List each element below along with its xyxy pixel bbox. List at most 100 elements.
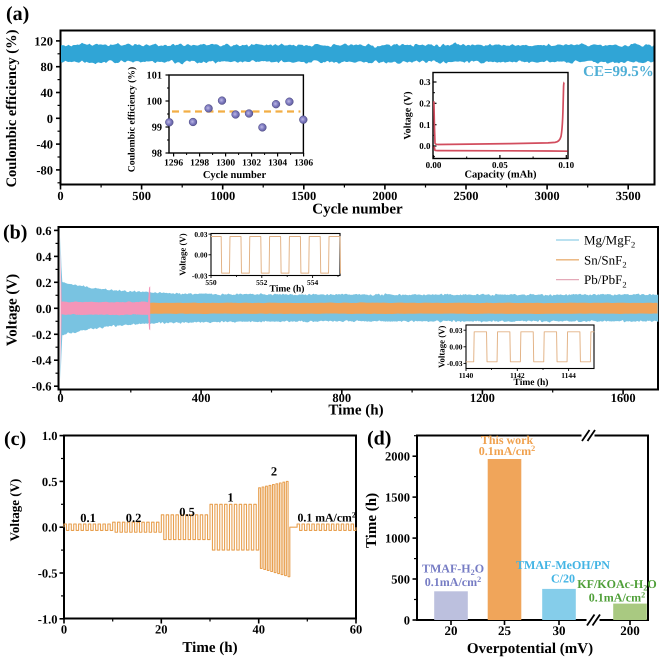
svg-text:1: 1 <box>227 491 233 505</box>
svg-text:0.0: 0.0 <box>36 302 52 316</box>
svg-text:120: 120 <box>34 34 53 48</box>
svg-text:2000: 2000 <box>385 450 410 464</box>
svg-text:-0.2: -0.2 <box>32 328 52 342</box>
svg-text:CE=99.5%: CE=99.5% <box>583 64 654 80</box>
svg-text:1306: 1306 <box>294 159 313 169</box>
svg-text:400: 400 <box>192 391 211 405</box>
svg-text:3500: 3500 <box>616 189 641 203</box>
svg-text:-0.03: -0.03 <box>192 271 208 280</box>
svg-text:Time (h): Time (h) <box>514 378 549 388</box>
svg-text:1.0: 1.0 <box>42 429 58 443</box>
svg-text:800: 800 <box>332 391 351 405</box>
svg-text:1200: 1200 <box>470 391 495 405</box>
svg-text:0.10: 0.10 <box>558 160 574 170</box>
svg-text:2: 2 <box>271 465 277 479</box>
svg-text:Overpotential (mV): Overpotential (mV) <box>467 641 593 657</box>
svg-text:Voltage (V): Voltage (V) <box>7 479 22 542</box>
svg-text:Voltage (V): Voltage (V) <box>178 233 188 275</box>
svg-text:80: 80 <box>41 60 54 74</box>
svg-text:1140: 1140 <box>459 371 474 380</box>
svg-text:60: 60 <box>350 623 363 637</box>
svg-text:Coulombic efficiency (%): Coulombic efficiency (%) <box>127 67 138 172</box>
svg-text:200: 200 <box>620 623 640 638</box>
svg-text:99: 99 <box>152 123 162 134</box>
svg-text:Pb/PbF2: Pb/PbF2 <box>584 272 627 289</box>
svg-text:0.2: 0.2 <box>419 99 431 109</box>
svg-text:98: 98 <box>152 149 162 160</box>
svg-text:0: 0 <box>57 189 63 203</box>
svg-text:2000: 2000 <box>372 189 397 203</box>
svg-text:0.1mA/cm2: 0.1mA/cm2 <box>425 575 481 589</box>
svg-text:2500: 2500 <box>454 189 479 203</box>
svg-text:0.1: 0.1 <box>419 120 431 130</box>
svg-text:Capacity (mAh): Capacity (mAh) <box>464 170 537 181</box>
svg-text:(c): (c) <box>4 428 26 450</box>
svg-text:(b): (b) <box>3 222 27 244</box>
svg-text:0.6: 0.6 <box>36 224 52 238</box>
svg-text:0: 0 <box>61 623 67 637</box>
svg-text:0.4: 0.4 <box>36 250 52 264</box>
svg-text:1298: 1298 <box>190 159 209 169</box>
svg-text:20: 20 <box>155 623 168 637</box>
svg-text:-0.6: -0.6 <box>32 380 52 394</box>
svg-text:1296: 1296 <box>164 159 183 169</box>
svg-text:0.0: 0.0 <box>419 141 431 151</box>
svg-text:500: 500 <box>391 573 410 587</box>
svg-text:-0.4: -0.4 <box>32 354 53 368</box>
svg-text:1600: 1600 <box>611 391 636 405</box>
svg-text:550: 550 <box>205 278 217 287</box>
svg-text:0.0: 0.0 <box>42 521 58 535</box>
svg-text:1302: 1302 <box>242 159 261 169</box>
svg-text:Time (h): Time (h) <box>270 285 305 295</box>
svg-text:0.5: 0.5 <box>42 475 58 489</box>
svg-text:1500: 1500 <box>385 491 410 505</box>
svg-text:Time (h): Time (h) <box>364 493 380 548</box>
svg-text:0.1mA/cm2: 0.1mA/cm2 <box>589 591 645 605</box>
svg-text:Time (h): Time (h) <box>182 640 237 656</box>
svg-text:0: 0 <box>57 391 63 405</box>
svg-text:0: 0 <box>47 112 53 126</box>
svg-text:0.1: 0.1 <box>80 511 96 525</box>
svg-text:1142: 1142 <box>510 371 525 380</box>
svg-text:0.5: 0.5 <box>179 505 195 519</box>
svg-text:1144: 1144 <box>561 371 576 380</box>
svg-text:-1.0: -1.0 <box>38 612 58 626</box>
svg-text:0.03: 0.03 <box>449 326 462 335</box>
svg-text:0.05: 0.05 <box>492 160 508 170</box>
svg-text:Mg/MgF2: Mg/MgF2 <box>584 233 635 250</box>
svg-text:0.1mA/cm2: 0.1mA/cm2 <box>479 444 535 458</box>
svg-text:0.00: 0.00 <box>426 160 442 170</box>
svg-text:0.1 mA/cm2: 0.1 mA/cm2 <box>298 511 356 525</box>
svg-text:C/20: C/20 <box>551 572 575 586</box>
svg-text:1000: 1000 <box>385 532 410 546</box>
svg-text:Cycle number: Cycle number <box>203 170 267 181</box>
svg-text:TMAF-H2O: TMAF-H2O <box>422 562 484 578</box>
svg-text:Cycle number: Cycle number <box>312 202 403 218</box>
svg-text:100: 100 <box>147 97 162 108</box>
svg-text:1000: 1000 <box>210 189 235 203</box>
svg-text:30: 30 <box>553 623 566 638</box>
svg-text:This work: This work <box>481 433 534 447</box>
svg-text:Time (h): Time (h) <box>328 403 383 419</box>
svg-text:1300: 1300 <box>216 159 235 169</box>
svg-text:554: 554 <box>307 278 319 287</box>
svg-text:Coulombic efficiency (%): Coulombic efficiency (%) <box>4 29 20 187</box>
svg-text:0.00: 0.00 <box>194 251 207 260</box>
svg-text:(a): (a) <box>6 3 29 25</box>
svg-text:552: 552 <box>256 278 268 287</box>
svg-text:0.2: 0.2 <box>126 511 142 525</box>
svg-text:20: 20 <box>445 623 458 638</box>
svg-text:0: 0 <box>404 614 410 628</box>
svg-text:-40: -40 <box>36 138 53 152</box>
svg-text:(d): (d) <box>367 428 391 450</box>
svg-text:500: 500 <box>132 189 151 203</box>
svg-text:40: 40 <box>41 86 54 100</box>
svg-text:-0.03: -0.03 <box>447 359 463 368</box>
svg-text:3000: 3000 <box>535 189 560 203</box>
svg-text:25: 25 <box>498 623 512 638</box>
svg-text:-80: -80 <box>36 163 53 177</box>
svg-text:Voltage (V): Voltage (V) <box>5 274 21 346</box>
svg-text:TMAF-MeOH/PN: TMAF-MeOH/PN <box>516 558 610 572</box>
svg-text:101: 101 <box>147 71 162 82</box>
svg-text:40: 40 <box>252 623 265 637</box>
